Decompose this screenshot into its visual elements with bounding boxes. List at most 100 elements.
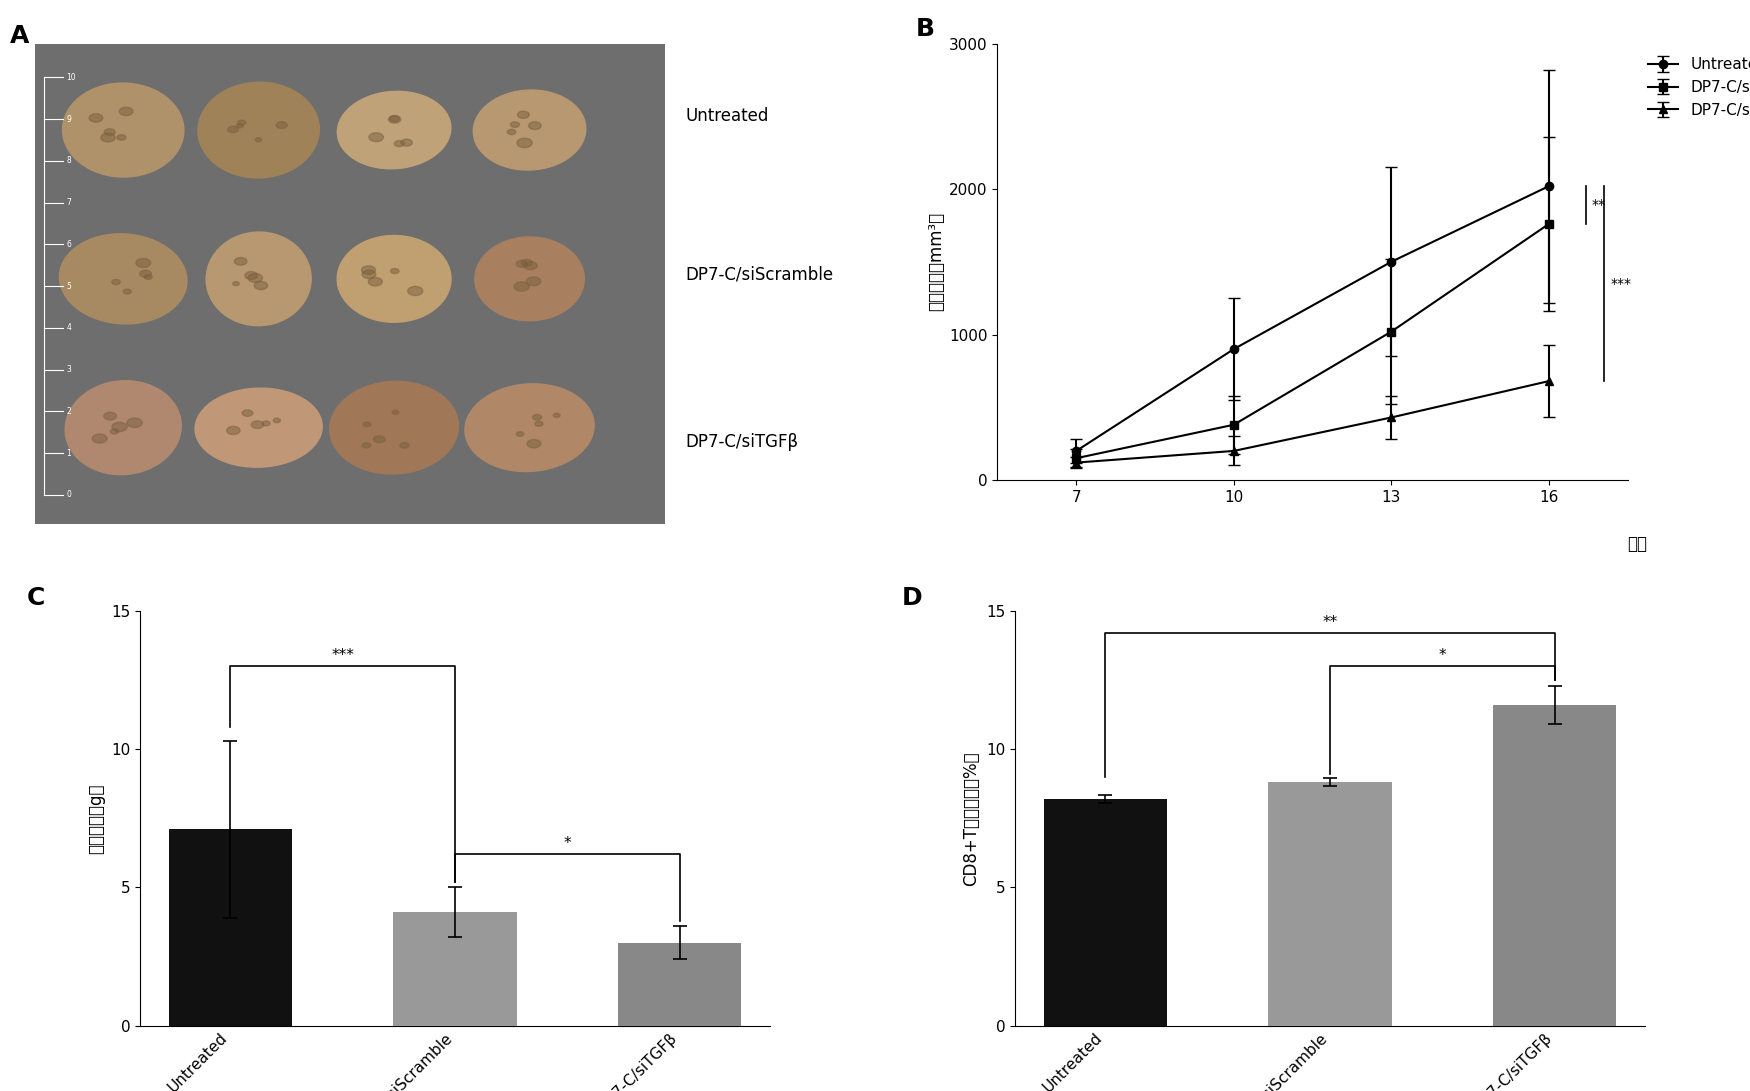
Ellipse shape	[103, 412, 117, 420]
Ellipse shape	[362, 422, 371, 427]
Ellipse shape	[522, 260, 532, 266]
Text: 0: 0	[66, 490, 72, 500]
Y-axis label: CD8+T细胞比例（%）: CD8+T细胞比例（%）	[963, 751, 980, 886]
Ellipse shape	[102, 133, 116, 142]
Ellipse shape	[119, 107, 133, 116]
Ellipse shape	[368, 277, 382, 286]
Text: 3: 3	[66, 365, 72, 374]
Ellipse shape	[136, 259, 150, 267]
Ellipse shape	[226, 427, 240, 434]
Text: ***: ***	[1610, 277, 1631, 290]
Ellipse shape	[236, 123, 243, 128]
Ellipse shape	[140, 271, 152, 277]
Ellipse shape	[248, 274, 262, 283]
Bar	[168, 829, 292, 1026]
Ellipse shape	[255, 137, 262, 142]
Bar	[394, 912, 516, 1026]
Text: A: A	[10, 24, 30, 48]
Ellipse shape	[536, 421, 542, 427]
Ellipse shape	[63, 83, 184, 177]
Ellipse shape	[388, 116, 401, 123]
Text: D: D	[901, 586, 922, 610]
Ellipse shape	[553, 413, 560, 418]
Text: 4: 4	[66, 323, 72, 333]
Ellipse shape	[401, 140, 413, 146]
Text: B: B	[915, 17, 934, 41]
Ellipse shape	[254, 281, 268, 289]
Ellipse shape	[518, 111, 528, 119]
Ellipse shape	[528, 122, 541, 130]
Ellipse shape	[198, 82, 318, 178]
Ellipse shape	[105, 129, 116, 135]
Legend: Untreated, DP7-C/siScramble, DP7-C/siTGFβ: Untreated, DP7-C/siScramble, DP7-C/siTGF…	[1642, 51, 1750, 123]
Text: 2: 2	[66, 407, 72, 416]
Ellipse shape	[338, 92, 452, 169]
Y-axis label: 肿瘾重量（g）: 肿瘾重量（g）	[88, 783, 105, 853]
Bar	[1493, 705, 1617, 1026]
Ellipse shape	[527, 440, 541, 448]
Text: *: *	[1438, 648, 1446, 663]
Ellipse shape	[516, 432, 523, 436]
Ellipse shape	[329, 382, 458, 473]
Ellipse shape	[273, 418, 280, 422]
Text: ***: ***	[331, 648, 354, 663]
Ellipse shape	[194, 388, 322, 467]
Ellipse shape	[233, 281, 240, 286]
Ellipse shape	[110, 429, 119, 434]
Ellipse shape	[394, 141, 404, 146]
Ellipse shape	[126, 418, 142, 428]
Ellipse shape	[362, 266, 376, 274]
Text: 10: 10	[66, 73, 77, 82]
Ellipse shape	[112, 422, 128, 432]
Ellipse shape	[362, 443, 371, 448]
Ellipse shape	[112, 279, 121, 285]
Ellipse shape	[234, 257, 247, 265]
Ellipse shape	[523, 262, 537, 269]
Ellipse shape	[466, 384, 595, 471]
Ellipse shape	[474, 237, 584, 321]
Bar	[1043, 799, 1167, 1026]
Ellipse shape	[373, 435, 385, 443]
Text: 5: 5	[66, 281, 72, 290]
Text: C: C	[26, 586, 46, 610]
Text: Untreated: Untreated	[686, 107, 768, 124]
Text: *: *	[564, 837, 570, 851]
Text: DP7-C/siTGFβ: DP7-C/siTGFβ	[686, 433, 798, 451]
Text: 天数: 天数	[1628, 536, 1647, 553]
Ellipse shape	[117, 134, 126, 140]
Ellipse shape	[89, 113, 103, 122]
Ellipse shape	[401, 443, 410, 448]
Text: **: **	[1323, 615, 1337, 631]
Ellipse shape	[390, 116, 399, 121]
Ellipse shape	[473, 91, 586, 170]
Ellipse shape	[362, 271, 376, 278]
Ellipse shape	[238, 120, 245, 125]
Ellipse shape	[262, 421, 270, 425]
Ellipse shape	[242, 410, 252, 417]
Bar	[618, 943, 742, 1026]
Ellipse shape	[516, 261, 528, 267]
Ellipse shape	[123, 289, 131, 295]
Ellipse shape	[532, 415, 542, 420]
Ellipse shape	[511, 122, 520, 128]
Bar	[1269, 782, 1391, 1026]
Ellipse shape	[206, 232, 312, 326]
Text: 9: 9	[66, 115, 72, 123]
Ellipse shape	[507, 130, 516, 134]
Ellipse shape	[516, 139, 532, 147]
Text: 8: 8	[66, 156, 72, 165]
Ellipse shape	[390, 268, 399, 274]
Text: DP7-C/siScramble: DP7-C/siScramble	[686, 265, 833, 283]
Ellipse shape	[252, 421, 264, 429]
Y-axis label: 肿瘾体积（mm³）: 肿瘾体积（mm³）	[928, 213, 945, 311]
Ellipse shape	[228, 127, 238, 133]
Ellipse shape	[408, 286, 423, 296]
Text: 6: 6	[66, 240, 72, 249]
Ellipse shape	[245, 272, 257, 279]
Ellipse shape	[338, 236, 452, 322]
Ellipse shape	[144, 275, 152, 279]
Text: 1: 1	[66, 448, 72, 457]
Ellipse shape	[514, 281, 528, 291]
Text: 7: 7	[66, 199, 72, 207]
Ellipse shape	[527, 277, 541, 286]
